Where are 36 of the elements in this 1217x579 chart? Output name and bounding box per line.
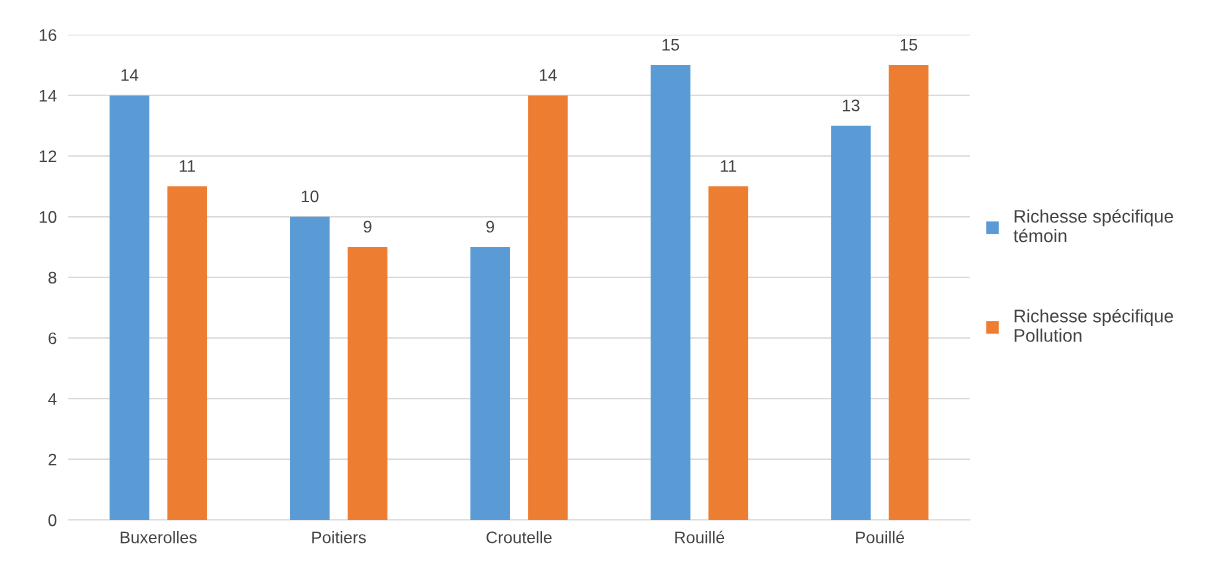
y-tick-label: 16	[39, 29, 57, 41]
x-tick-label: Poitiers	[312, 531, 366, 544]
y-tick-label: 12	[39, 150, 57, 163]
x-tick-label: Croutelle	[486, 531, 552, 544]
bar	[888, 65, 929, 520]
bar	[347, 247, 388, 520]
y-tick-label: 14	[39, 89, 57, 102]
bar	[708, 186, 749, 520]
legend-label: Richesse spécifique témoin	[1013, 209, 1174, 243]
data-label: 13	[842, 99, 860, 112]
bar	[167, 186, 208, 520]
data-label: 14	[539, 69, 557, 81]
bar	[831, 125, 871, 520]
bar	[109, 95, 150, 520]
data-label: 9	[486, 220, 495, 233]
data-label: 15	[662, 39, 680, 51]
data-label: 10	[301, 190, 319, 203]
bar	[528, 95, 568, 520]
x-tick-label: Pouillé	[856, 530, 905, 544]
data-label: 11	[179, 160, 196, 172]
y-tick-label: 2	[48, 453, 57, 466]
bar	[289, 216, 330, 520]
bar	[650, 65, 691, 520]
data-label: 9	[363, 220, 372, 233]
legend-label: Richesse spécifique Pollution	[1014, 308, 1174, 342]
y-tick-label: 6	[48, 332, 57, 345]
data-label: 11	[720, 160, 737, 172]
y-tick-label: 10	[39, 211, 57, 223]
y-tick-label: 4	[48, 393, 57, 405]
x-tick-label: Rouillé	[675, 530, 725, 544]
x-tick-label: Buxerolles	[120, 531, 197, 544]
y-tick-label: 8	[48, 271, 57, 284]
data-label: 15	[900, 39, 918, 51]
data-label: 14	[121, 69, 139, 81]
y-tick-label: 0	[48, 514, 57, 527]
bar	[470, 247, 511, 520]
